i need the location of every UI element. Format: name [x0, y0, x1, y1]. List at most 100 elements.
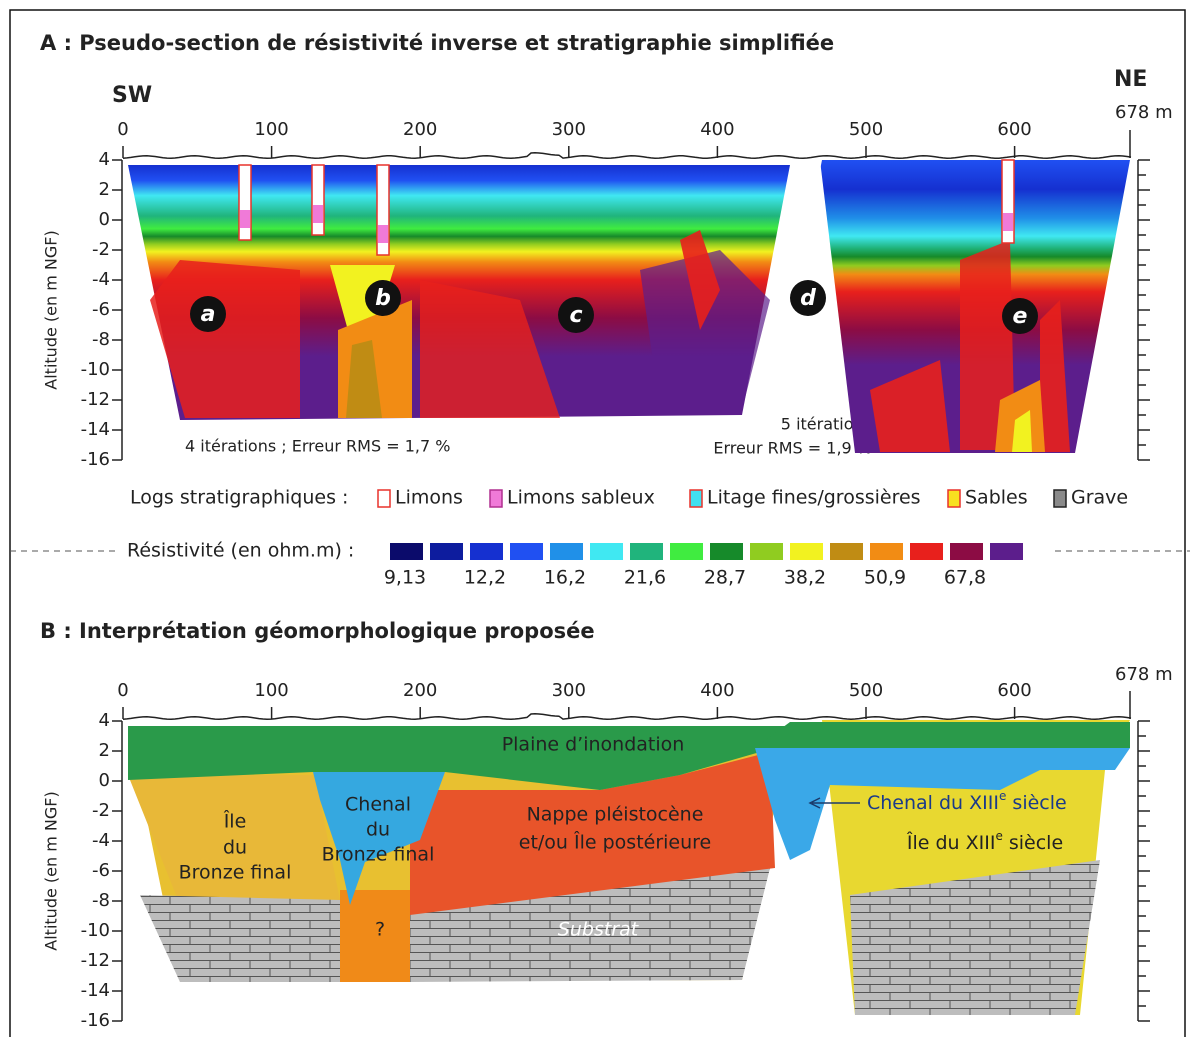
color-label: 28,7: [704, 567, 746, 589]
x-tick-label: 500: [849, 119, 883, 140]
resistivity-zone: [640, 250, 770, 410]
gap: [790, 157, 822, 330]
unit-label: ?: [375, 919, 385, 941]
resistivity-zone: [680, 230, 720, 330]
color-swatch: [750, 543, 783, 560]
section-marker: [790, 280, 826, 316]
y-tick-label: -16: [81, 449, 110, 470]
section-marker-label: d: [800, 286, 816, 311]
substrate: [140, 895, 345, 982]
logs-legend-title: Logs stratigraphiques :: [130, 487, 348, 509]
ne-label: NE: [1114, 67, 1147, 92]
y-tick-label: -6: [92, 299, 110, 320]
color-swatch: [670, 543, 703, 560]
color-swatch: [430, 543, 463, 560]
floodplain: [128, 726, 790, 790]
y-tick-label: 4: [99, 149, 110, 170]
y-axis-label: Altitude (en m NGF): [42, 791, 61, 950]
y-tick-label: 2: [99, 740, 110, 761]
color-swatch: [390, 543, 423, 560]
x-end-label: 678 m: [1115, 102, 1173, 123]
legend-label: Limons: [395, 487, 463, 509]
section-marker-label: c: [569, 303, 582, 328]
color-swatch: [710, 543, 743, 560]
unit-label: Nappe pléistocène: [527, 804, 704, 826]
legend-swatch: [489, 489, 503, 508]
legend-label: Grave: [1071, 487, 1128, 509]
x-tick-label: 600: [997, 119, 1031, 140]
unit-label: du: [366, 819, 390, 841]
y-tick-label: 4: [99, 710, 110, 731]
resistivity-title: Résistivité (en ohm.m) :: [127, 540, 354, 562]
color-label: 9,13: [384, 567, 426, 589]
strat-log: [238, 164, 252, 241]
unit-label: Plaine d’inondation: [502, 734, 685, 756]
y-tick-label: -16: [81, 1010, 110, 1031]
unit-label: Bronze final: [179, 862, 292, 884]
color-swatch: [990, 543, 1023, 560]
color-swatch: [830, 543, 863, 560]
y-tick-label: 0: [99, 770, 110, 791]
color-swatch: [590, 543, 623, 560]
pseudo-section: [128, 157, 1130, 453]
bronze-channel: [313, 772, 445, 905]
strat-log-layer: [378, 225, 388, 243]
bronze-island: [128, 775, 340, 905]
arrow: [808, 797, 860, 809]
color-label: 16,2: [544, 567, 586, 589]
resistivity-zone: [420, 280, 560, 418]
interpretation: [128, 720, 1130, 1015]
unit-label: Chenal du XIIIe siècle: [867, 789, 1067, 814]
y-tick-label: 0: [99, 209, 110, 230]
section-marker: [365, 280, 401, 316]
color-swatch: [950, 543, 983, 560]
color-label: 21,6: [624, 567, 666, 589]
strat-log-layer: [313, 205, 323, 223]
color-label: 38,2: [784, 567, 826, 589]
x-tick-label: 0: [117, 680, 128, 701]
x-tick-label: 600: [997, 680, 1031, 701]
x-tick-label: 500: [849, 680, 883, 701]
legend-swatch: [377, 489, 391, 508]
section-marker: [558, 297, 594, 333]
y-tick-label: -4: [92, 269, 110, 290]
ground-surface: [122, 152, 1132, 159]
color-swatch: [470, 543, 503, 560]
unit-label: Île: [223, 810, 247, 833]
y-tick-label: -2: [92, 800, 110, 821]
legend-label: Limons sableux: [507, 487, 655, 509]
y-tick-label: -4: [92, 830, 110, 851]
x-tick-label: 400: [700, 680, 734, 701]
color-label: 50,9: [864, 567, 906, 589]
x-tick-label: 200: [403, 119, 437, 140]
x-end-label: 678 m: [1115, 664, 1173, 685]
unit-label: Île du XIIIe siècle: [906, 829, 1063, 854]
x-tick-label: 400: [700, 119, 734, 140]
strat-log-layer: [240, 210, 250, 228]
resistivity-zone: [346, 340, 382, 418]
legend-label: Litage fines/grossières: [707, 487, 921, 509]
substrate: [850, 860, 1100, 1015]
unit-label: du: [223, 837, 247, 859]
unit-label: Chenal: [345, 794, 411, 816]
sw-label: SW: [112, 83, 152, 108]
color-swatch: [910, 543, 943, 560]
resistivity-zone: [1040, 300, 1070, 452]
unit-label: Bronze final: [322, 844, 435, 866]
ground-surface: [122, 713, 1132, 720]
color-label: 12,2: [464, 567, 506, 589]
x-tick-label: 200: [403, 680, 437, 701]
legend-swatch: [947, 489, 961, 508]
y-tick-label: -2: [92, 239, 110, 260]
unit-label: et/ou Île postérieure: [519, 831, 712, 854]
legend-swatch: [689, 489, 703, 508]
section-marker-label: a: [201, 302, 216, 327]
color-swatch: [550, 543, 583, 560]
y-tick-label: -14: [81, 980, 110, 1001]
x-tick-label: 100: [254, 680, 288, 701]
color-swatch: [630, 543, 663, 560]
channel-13: [755, 748, 1130, 860]
unit-label: Substrat: [558, 919, 640, 941]
x-tick-label: 300: [552, 680, 586, 701]
